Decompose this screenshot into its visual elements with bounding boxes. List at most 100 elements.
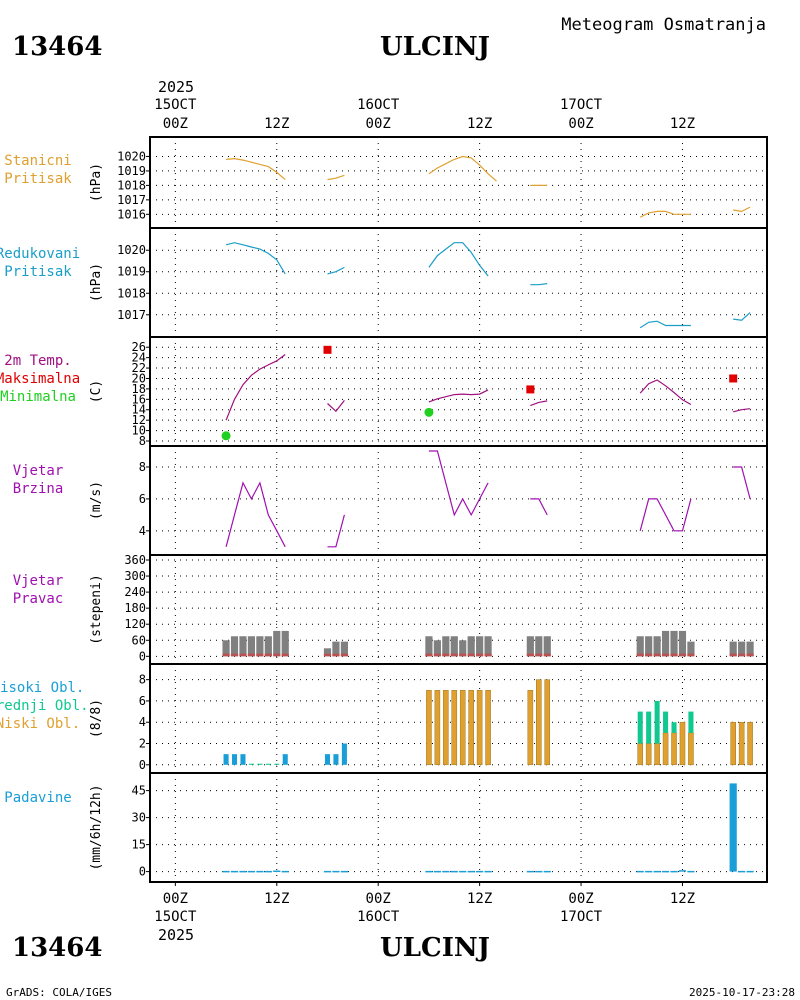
series-line-reduced_pressure (327, 266, 345, 275)
panel-cloud_cover: Visoki Obl. Srednji Obl. Niski Obl. (8/8) 0 2… (0, 663, 768, 774)
station-id-bottom: 13464 (12, 933, 102, 963)
series-line-reduced_pressure (530, 283, 548, 286)
wind-dir-bar-base (222, 653, 230, 657)
panel-marks (222, 783, 754, 873)
y-tick-label: 6 (139, 694, 146, 708)
panel-wind_speed: Vjetar Brzina (m/s) 4 6 8 (13, 445, 768, 556)
panel-grid (150, 137, 767, 228)
timestamp-text: 2025-10-17-23:28 (689, 986, 795, 999)
panel-label-line: Minimalna (0, 389, 76, 405)
cloud-bar-high (231, 754, 238, 765)
precip-bar (247, 870, 256, 873)
precip-bar (746, 870, 754, 873)
y-tick-label: 8 (139, 673, 146, 687)
panel-temperature: 2m Temp. Maksimalna Minimalna (C) 8101214161… (0, 336, 768, 448)
cloud-bar-mid (688, 711, 694, 733)
panel-frame (149, 445, 768, 556)
wind-dir-bar-base (746, 653, 754, 657)
series-line-station_pressure (226, 157, 286, 181)
max-temp-marker (526, 385, 535, 394)
panel-marks (222, 630, 754, 657)
cloud-bar-low (536, 679, 542, 766)
wind-dir-bar-base (670, 653, 678, 657)
cloud-bar-low (451, 690, 458, 766)
series-line-wind_speed (733, 466, 751, 500)
y-tick-label: 1019 (117, 164, 146, 178)
panel-ylabel: (mm/6h/12h) (89, 784, 104, 870)
cloud-bar-mid (654, 700, 660, 744)
cloud-bar-low (671, 732, 677, 766)
y-tick-label: 1017 (117, 193, 146, 207)
wind-dir-bar (442, 636, 450, 657)
wind-dir-bar (222, 640, 230, 657)
cloud-bar-low (468, 690, 474, 766)
wind-dir-bar (484, 636, 492, 657)
panel-ylabel: (hPa) (89, 263, 104, 302)
precip-bar (239, 870, 247, 873)
y-tick-label: 60 (132, 633, 146, 647)
precip-bar (687, 870, 695, 873)
cloud-bar-high (341, 743, 347, 765)
precip-bar (653, 870, 661, 873)
panel-wind_direction: Vjetar Pravac (stepeni) 0 60 120 180 240 300 360 (13, 553, 768, 665)
y-tick-label: 180 (124, 601, 146, 615)
wind-dir-bar (239, 636, 247, 657)
series-line-wind_speed (225, 481, 286, 548)
series-line-station_pressure (327, 174, 345, 181)
panel-reduced_pressure: Redukovani Pritisak (hPa) 1017 1018 1019 1020 (0, 227, 768, 338)
y-tick-label: 24 (132, 351, 146, 365)
cloud-bar-mid (663, 711, 669, 733)
panel-label-line: Padavine (4, 790, 71, 806)
top-date-label: 17OCT (560, 97, 603, 113)
precip-bar (273, 870, 281, 873)
panel-label-line: Stanicni (4, 153, 71, 169)
precip-bar (476, 870, 484, 873)
wind-dir-bar (281, 630, 289, 657)
precip-bar (340, 870, 348, 873)
wind-dir-bar (670, 630, 678, 657)
panel-frame (149, 336, 768, 447)
wind-dir-bar (247, 636, 256, 657)
wind-dir-bar-base (543, 653, 551, 657)
bottom-hour-label: 00Z (163, 891, 188, 907)
panel-precipitation: Padavine (mm/6h/12h) 0 15 30 45 (4, 772, 768, 883)
y-tick-label: 240 (124, 585, 146, 599)
y-tick-label: 8 (139, 460, 146, 474)
wind-dir-bar-base (450, 653, 458, 657)
top-hour-label: 00Z (163, 116, 188, 132)
cloud-bar-low (476, 690, 483, 766)
series-line-temperature (639, 379, 692, 406)
cloud-bar-high (282, 754, 288, 765)
precip-bar (484, 870, 492, 873)
wind-dir-bar (340, 641, 348, 657)
wind-dir-bar (230, 636, 239, 657)
precip-bar (256, 870, 264, 873)
wind-dir-bar (526, 636, 534, 657)
wind-dir-bar-base (738, 653, 746, 657)
precip-bar (645, 870, 653, 873)
top-date-label: 15OCT (154, 97, 197, 113)
wind-dir-bar-base (433, 653, 441, 657)
wind-dir-bar (645, 636, 653, 657)
y-tick-label: 22 (132, 361, 146, 375)
y-tick-label: 1020 (117, 149, 146, 163)
series-line-temperature (733, 408, 751, 413)
cloud-bar-low (434, 690, 441, 766)
precip-bar (678, 870, 687, 872)
cloud-bar-low (645, 743, 652, 766)
wind-dir-bar (273, 630, 281, 657)
y-tick-label: 30 (132, 811, 146, 825)
precip-bar (526, 870, 534, 873)
panel-label-line: Pritisak (4, 264, 72, 280)
wind-dir-bar (636, 636, 644, 657)
wind-dir-bar (729, 641, 737, 657)
min-temp-marker (424, 407, 434, 417)
y-tick-label: 15 (132, 838, 146, 852)
y-tick-label: 18 (132, 382, 146, 396)
cloud-bar-low (544, 679, 551, 766)
y-tick-label: 0 (139, 649, 146, 663)
panel-ylabel: (hPa) (89, 163, 104, 202)
cloud-bar-low (688, 732, 694, 766)
wind-dir-bar-base (281, 653, 289, 657)
